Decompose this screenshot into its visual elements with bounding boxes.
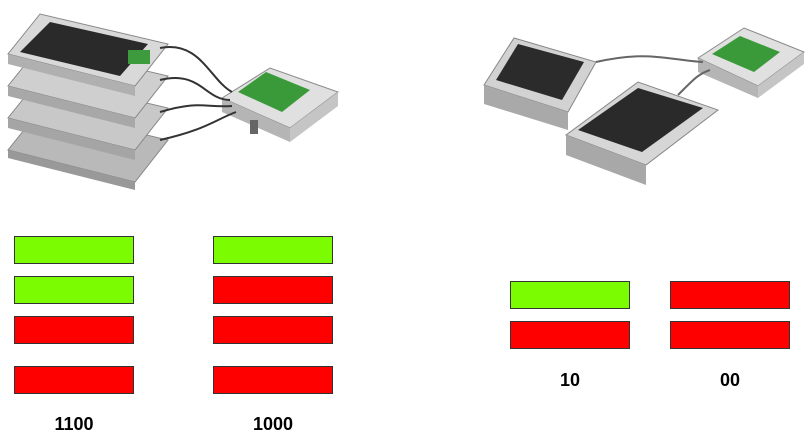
indicator-bar-1000-1-on [213, 236, 333, 264]
code-label-1100: 1100 [54, 414, 94, 434]
code-label-10: 10 [559, 370, 581, 390]
stacked-chassis [7, 13, 169, 190]
code-label-1000: 1000 [252, 414, 294, 434]
indicator-bar-1000-2-off [213, 276, 333, 304]
indicator-bar-1100-4-off [14, 366, 134, 394]
front-chassis [564, 81, 720, 185]
two-chassis-illustration [483, 27, 806, 185]
controller-box [220, 67, 340, 142]
cables [159, 45, 237, 141]
code-label-00: 00 [719, 370, 741, 390]
stacked-chassis-illustration [7, 13, 340, 190]
indicator-bar-1100-2-on [14, 276, 134, 304]
indicator-bar-1100-1-on [14, 236, 134, 264]
indicator-bar-00-2-off [670, 321, 790, 349]
controller-box [696, 27, 806, 98]
back-chassis [483, 37, 597, 130]
indicator-bar-10-2-off [510, 321, 630, 349]
indicator-bar-10-1-on [510, 281, 630, 309]
indicator-bar-1000-4-off [213, 366, 333, 394]
cables [595, 55, 711, 96]
indicator-bar-1000-3-off [213, 316, 333, 344]
indicator-bar-1100-3-off [14, 316, 134, 344]
indicator-bar-00-1-off [670, 281, 790, 309]
